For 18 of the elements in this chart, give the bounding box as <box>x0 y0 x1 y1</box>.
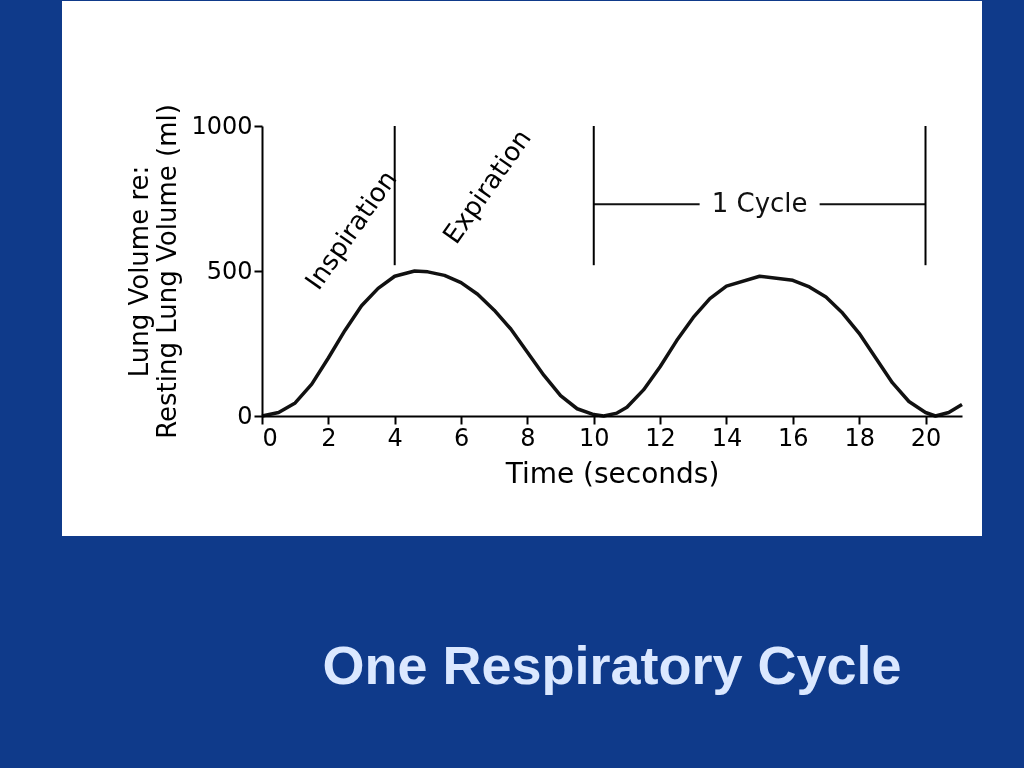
x-tick-label: 6 <box>453 423 470 452</box>
y-tick-label: 500 <box>206 256 253 285</box>
x-tick-label: 0 <box>262 423 278 452</box>
x-tick-label: 12 <box>645 423 676 452</box>
x-axis-title: Time (seconds) <box>504 456 720 490</box>
x-tick-label: 4 <box>387 423 403 452</box>
text: One Respiratory Cycle <box>322 635 902 695</box>
x-tick-label: 16 <box>778 423 809 452</box>
x-tick-label: 2 <box>321 423 337 452</box>
y-tick-label: 1000 <box>191 111 253 140</box>
y-tick-label: 0 <box>237 401 253 430</box>
x-tick-label: 14 <box>711 423 743 452</box>
x-tick-label: 8 <box>520 423 536 452</box>
series-label: 1 Cycle <box>711 188 808 219</box>
x-tick-label: 10 <box>578 423 610 452</box>
y-axis-title: Lung Volume re: Resting Lung Volume (ml) <box>124 104 183 439</box>
x-tick-label: 20 <box>910 423 942 452</box>
x-tick-label: 18 <box>844 423 875 452</box>
